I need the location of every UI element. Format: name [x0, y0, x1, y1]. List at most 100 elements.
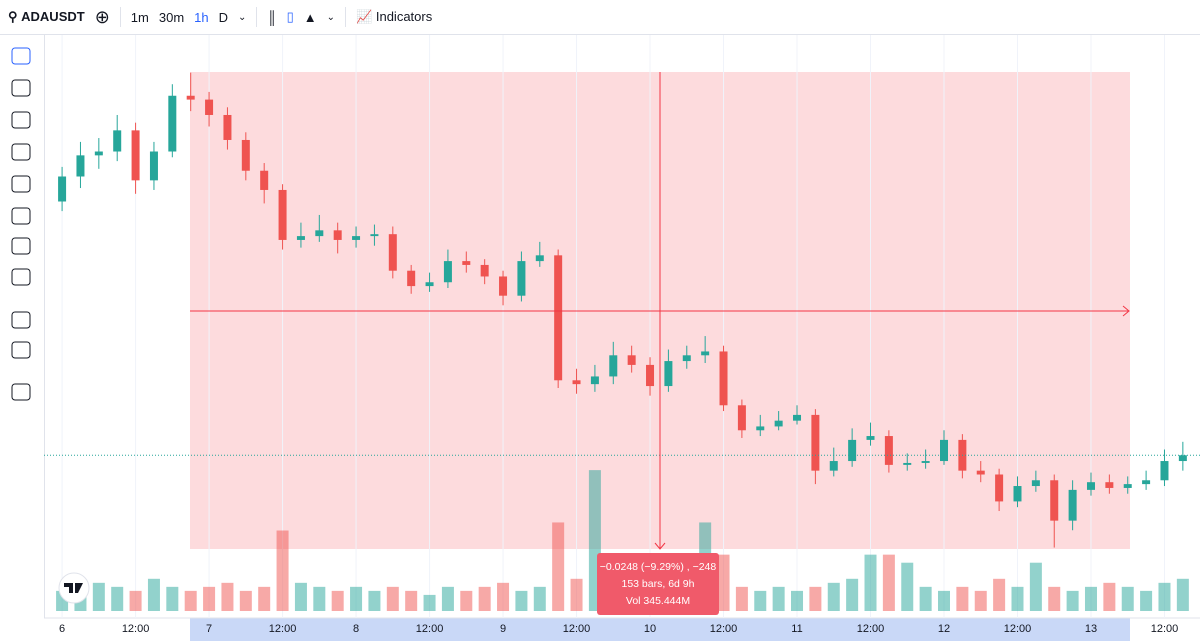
logo: [58, 572, 90, 604]
tool-icon[interactable]: [11, 175, 31, 193]
interval[interactable]: 30m: [158, 9, 185, 25]
candle-body: [149, 151, 158, 181]
candle-body: [701, 351, 710, 356]
separator: [119, 7, 121, 27]
tool-icon[interactable]: [11, 268, 31, 286]
candle-body: [480, 264, 489, 277]
volume-bar: [570, 578, 583, 611]
candle-body: [168, 95, 177, 152]
candle-body: [719, 351, 728, 406]
tool-icon[interactable]: [11, 207, 31, 225]
dropdown[interactable]: ⌄: [326, 11, 336, 23]
volume-bar: [1121, 586, 1134, 611]
tool-icon[interactable]: [11, 237, 31, 255]
candle-body: [1031, 480, 1040, 487]
candle-body: [1068, 489, 1077, 521]
volume-bar: [772, 586, 785, 611]
tool-icon[interactable]: [11, 79, 31, 97]
volume-bar: [331, 590, 344, 611]
volume-bar: [938, 590, 950, 611]
x-tick-label: 12:00: [563, 623, 591, 635]
x-tick-label: 11: [791, 623, 802, 635]
candle-body: [940, 439, 948, 462]
x-tick-label: 6: [59, 623, 65, 635]
volume-bar: [129, 590, 142, 611]
x-tick-label: 12: [938, 623, 950, 635]
x-tick-label: 7: [206, 623, 212, 635]
candle-body: [774, 420, 783, 427]
volume-bar: [882, 554, 895, 611]
candle-body: [737, 405, 746, 431]
candle-body: [407, 270, 416, 287]
candle-body: [499, 276, 508, 296]
candle-body: [848, 439, 857, 462]
volume-bar: [1084, 586, 1097, 611]
volume-bar: [993, 578, 1006, 611]
volume-bar: [1140, 590, 1153, 611]
volume-bar: [809, 586, 822, 611]
candle-body: [517, 261, 526, 296]
volume-bar: [423, 594, 436, 611]
volume-bar: [735, 586, 748, 611]
volume-bar: [460, 590, 473, 611]
candle-body: [535, 255, 544, 262]
candle-body: [1105, 482, 1114, 488]
volume-bar: [1029, 562, 1042, 611]
bars-style[interactable]: ║: [267, 9, 277, 25]
tool-icon[interactable]: [11, 383, 31, 401]
volume-bar: [203, 586, 216, 611]
add-symbol[interactable]: ⊕: [94, 6, 110, 27]
candle-body: [627, 355, 636, 365]
candle-body: [884, 436, 893, 465]
separator: [256, 7, 258, 27]
x-axis-range: [190, 618, 1130, 641]
arrow: [654, 542, 666, 550]
candle-body: [1086, 482, 1095, 490]
volume-bar: [441, 586, 454, 611]
candles-style[interactable]: ▯: [286, 9, 294, 24]
volume-bar: [405, 590, 418, 611]
volume-bar: [717, 554, 730, 611]
candle-body: [829, 461, 838, 471]
tool-icon[interactable]: [11, 47, 31, 65]
candle-body: [609, 355, 618, 377]
candle-body: [94, 151, 103, 156]
tool-icon[interactable]: [11, 341, 31, 359]
symbol-text: ADAUSDT: [21, 9, 85, 24]
candle-body: [333, 230, 342, 240]
symbol[interactable]: ⚲ ADAUSDT: [8, 9, 85, 24]
indicators[interactable]: 📈 Indicators: [356, 9, 433, 24]
tool-icon[interactable]: [11, 311, 31, 329]
x-tick-label: 12:00: [857, 623, 885, 635]
interval[interactable]: D: [218, 9, 229, 25]
dropdown[interactable]: ⌄: [238, 11, 247, 23]
x-tick-label: 12:00: [1004, 623, 1032, 635]
tool-icon[interactable]: [11, 143, 31, 161]
x-tick-label: 8: [353, 623, 359, 635]
x-tick-label: 12:00: [710, 623, 738, 635]
candle-body: [921, 461, 930, 463]
volume: [56, 470, 1189, 611]
tool-icon[interactable]: [11, 111, 31, 129]
interval[interactable]: 1h: [194, 9, 209, 25]
candle-body: [352, 236, 361, 240]
volume-bar: [864, 554, 877, 611]
candle-body: [756, 426, 765, 431]
candle-body: [1123, 484, 1132, 488]
volume-bar: [294, 582, 307, 611]
volume-bar: [147, 578, 160, 611]
measure-text: −0.0248 (−9.29%) , −248: [600, 561, 717, 573]
candle-body: [995, 474, 1004, 502]
area-style[interactable]: ▲: [303, 9, 317, 25]
candle-body: [370, 234, 379, 237]
interval[interactable]: 1m: [130, 9, 149, 25]
separator: [345, 7, 347, 27]
candle-body: [1178, 455, 1187, 462]
arrow: [1122, 305, 1130, 317]
candle-body: [590, 376, 599, 385]
measure-text: 153 bars, 6d 9h: [622, 578, 695, 590]
candle-body: [1013, 486, 1022, 502]
volume-bar: [313, 586, 326, 611]
candle-body: [903, 462, 912, 465]
logo-mark: [64, 583, 83, 593]
